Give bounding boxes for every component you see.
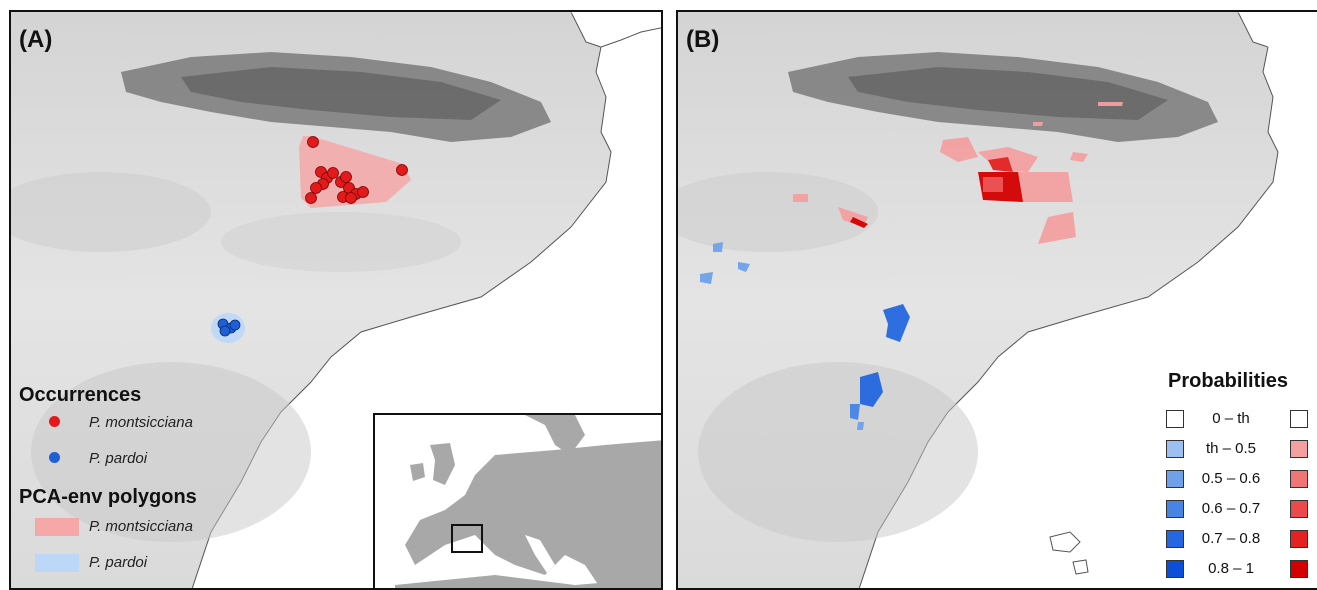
suitability-montsicciana: [793, 102, 1123, 244]
prob-blue-swatch-3: [1166, 500, 1184, 518]
prob-blue-swatch-1: [1166, 440, 1184, 458]
panel-a-label: (A): [19, 26, 53, 53]
pyrenees-inner: [181, 67, 501, 120]
montsicciana-point-icon: [49, 416, 60, 427]
inset-italy: [525, 535, 555, 573]
pyrenees-inner-b: [848, 67, 1168, 120]
polygon-montsicciana: [299, 136, 411, 208]
pardoi-polygon-swatch: [35, 554, 79, 572]
prob-class-label-5: 0.8 – 1: [1208, 560, 1254, 577]
prob-red-swatch-2: [1290, 470, 1308, 488]
coast-france-line: [600, 27, 661, 48]
prob-class-label-2: 0.5 – 0.6: [1201, 470, 1261, 487]
prob-blue-swatch-2: [1166, 470, 1184, 488]
polygons-legend-title: PCA-env polygons: [19, 486, 197, 508]
coast-france-b: [1238, 12, 1317, 47]
occurrence-label-montsicciana: P. montsicciana: [89, 414, 193, 431]
points-pardoi: [217, 318, 241, 337]
map-panel-a: (A) Occurrences P. montsicciana P. pardo…: [9, 10, 663, 590]
inset-study-area-box: [451, 524, 483, 553]
pardoi-point-icon: [49, 452, 60, 463]
coast-upper: [570, 12, 612, 228]
terrain-map-b: [678, 12, 1317, 588]
prob-red-swatch-1: [1290, 440, 1308, 458]
prob-class-label-3: 0.6 – 0.7: [1201, 500, 1261, 517]
inset-africa: [395, 575, 661, 588]
prob-red-swatch-0: [1290, 410, 1308, 428]
inset-ireland: [410, 463, 425, 481]
occurrences-legend-title: Occurrences: [19, 384, 142, 406]
occurrence-label-pardoi: P. pardoi: [89, 450, 148, 467]
prob-blue-swatch-4: [1166, 530, 1184, 548]
prob-blue-swatch-0: [1166, 410, 1184, 428]
montsicciana-polygon-swatch: [35, 518, 79, 536]
prob-red-swatch-3: [1290, 500, 1308, 518]
prob-red-swatch-4: [1290, 530, 1308, 548]
map-panel-b: (B) Probabilities 0 – th th – 0.5 0.5 – …: [676, 10, 1317, 590]
polygon-label-pardoi: P. pardoi: [89, 554, 148, 571]
coast-france: [571, 12, 661, 47]
inset-scandinavia: [525, 415, 585, 455]
europe-inset-svg: [395, 415, 661, 588]
prob-class-label-0: 0 – th: [1212, 410, 1250, 427]
inset-uk: [430, 443, 455, 485]
ibiza-island: [1049, 531, 1081, 553]
points-montsicciana: [305, 136, 408, 204]
europe-inset-map: [373, 413, 661, 588]
prob-blue-swatch-5: [1166, 560, 1184, 578]
polygon-label-montsicciana: P. montsicciana: [89, 518, 193, 535]
probabilities-legend-title: Probabilities: [1168, 370, 1289, 392]
inset-mainland: [405, 440, 661, 588]
prob-class-label-4: 0.7 – 0.8: [1201, 530, 1261, 547]
prob-class-label-1: th – 0.5: [1205, 440, 1257, 457]
prob-red-swatch-5: [1290, 560, 1308, 578]
formentera-island: [1072, 559, 1089, 575]
suitability-pardoi: [700, 242, 910, 430]
panel-b-label: (B): [686, 26, 720, 53]
terrain-map-a: [11, 12, 661, 588]
